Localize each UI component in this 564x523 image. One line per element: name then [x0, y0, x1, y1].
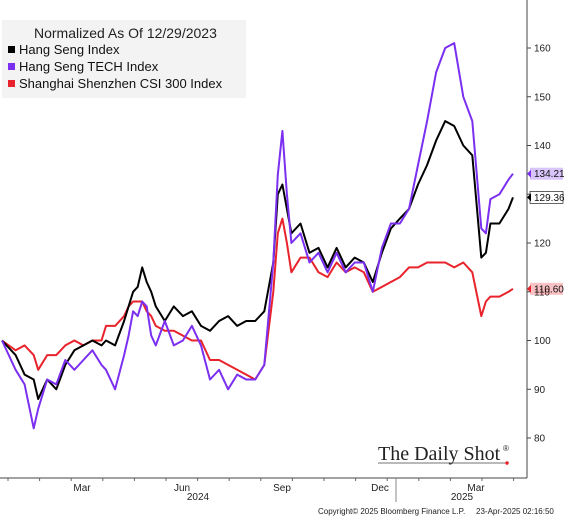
copyright-text: Copyright© 2025 Bloomberg Finance L.P.	[318, 507, 465, 516]
end-label-pointer-hang-seng-tech-index	[527, 169, 531, 178]
y-tick-label-80: 80	[534, 434, 546, 445]
y-tick-label-100: 100	[534, 336, 551, 347]
end-label-pointer-hang-seng-index	[527, 193, 531, 202]
x-tick-label-mar-4: Mar	[467, 483, 485, 494]
watermark-text: The Daily Shot	[378, 443, 501, 465]
x-tick-label-dec-3: Dec	[371, 483, 389, 494]
watermark-mark: ®	[503, 444, 509, 453]
watermark: The Daily Shot ®	[378, 443, 509, 465]
y-tick-label-90: 90	[534, 385, 546, 396]
chart-title: Normalized As Of 12/29/2023	[34, 25, 217, 41]
legend-label-hang-seng-tech: Hang Seng TECH Index	[19, 59, 159, 74]
end-label-hang-seng-tech-index: 134.21	[534, 169, 564, 180]
x-year-label-2024: 2024	[187, 492, 210, 503]
legend-label-csi-300: Shanghai Shenzhen CSI 300 Index	[19, 76, 223, 91]
x-ticks: Mar Jun Sep Dec Mar 2024 2025	[7, 478, 515, 503]
y-tick-label-110: 110	[534, 287, 550, 298]
y-tick-label-160: 160	[534, 44, 551, 55]
x-tick-label-mar-0: Mar	[73, 483, 91, 494]
legend-swatch-hang-seng-tech	[8, 63, 15, 70]
x-tick-label-sep-2: Sep	[273, 483, 291, 494]
y-tick-label-120: 120	[534, 239, 551, 250]
legend-swatch-csi-300	[8, 80, 15, 87]
series-layer	[1, 42, 514, 430]
end-label-hang-seng-index: 129.36	[534, 193, 564, 204]
legend: Normalized As Of 12/29/2023 Hang Seng In…	[2, 20, 246, 98]
x-year-label-2025: 2025	[451, 492, 474, 503]
series-line-hang-seng-tech-index	[1, 42, 514, 430]
end-label-pointer-shanghai-shenzhen-csi-300-index	[527, 284, 531, 293]
end-label-shanghai-shenzhen-csi-300-index: 110.60	[534, 284, 564, 295]
x-tick-label-jun-1: Jun	[174, 483, 190, 494]
watermark-dot	[505, 461, 509, 465]
y-tick-label-140: 140	[534, 141, 551, 152]
legend-swatch-hang-seng	[8, 46, 15, 53]
legend-box	[2, 20, 246, 98]
end-labels: 129.36 134.21 110.60	[527, 167, 564, 295]
timestamp-text: 23-Apr-2025 02:16:50	[476, 507, 554, 516]
series-line-hang-seng-index	[1, 120, 514, 400]
end-label-box-shanghai-shenzhen-csi-300-index	[530, 282, 563, 295]
legend-label-hang-seng: Hang Seng Index	[19, 42, 120, 57]
end-label-box-hang-seng-tech-index	[530, 167, 563, 180]
y-tick-label-150: 150	[534, 92, 551, 103]
